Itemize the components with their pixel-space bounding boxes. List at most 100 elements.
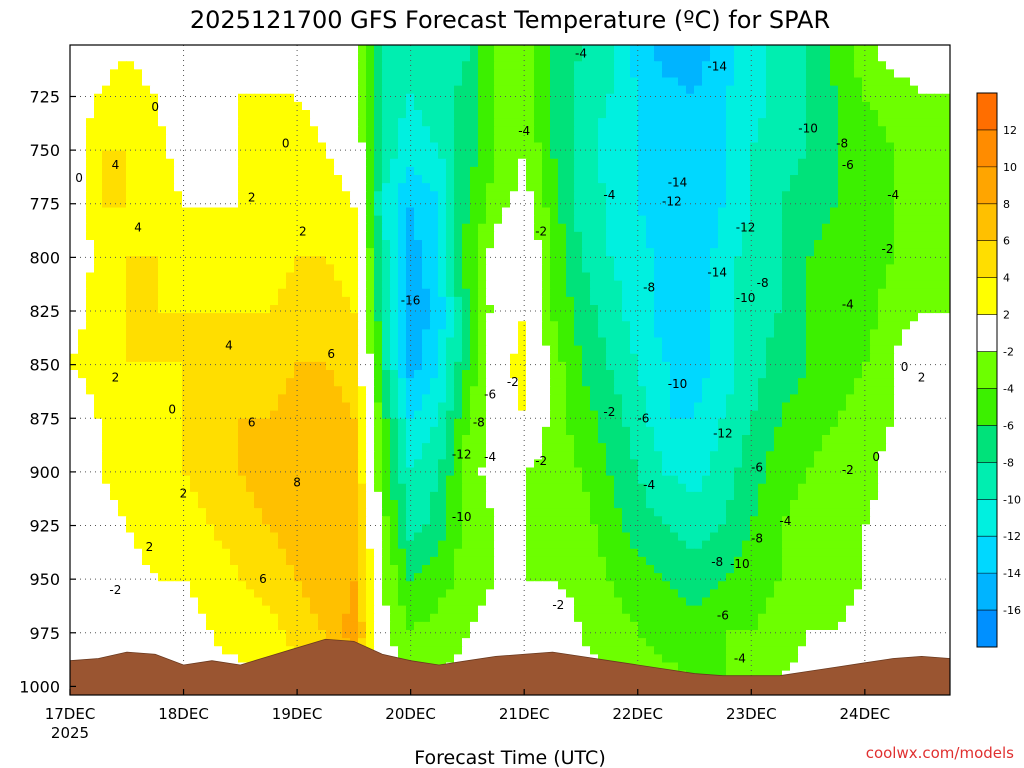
temperature-cell: [606, 231, 615, 241]
temperature-cell: [382, 248, 391, 257]
temperature-cell: [606, 45, 615, 54]
temperature-cell: [662, 386, 671, 395]
temperature-cell: [646, 256, 655, 265]
temperature-cell: [702, 93, 711, 103]
temperature-cell: [166, 305, 175, 314]
temperature-cell: [494, 394, 503, 404]
temperature-cell: [254, 85, 263, 95]
temperature-cell: [590, 386, 599, 395]
temperature-cell: [526, 69, 535, 79]
temperature-cell: [494, 101, 503, 111]
temperature-cell: [774, 240, 783, 249]
temperature-cell: [582, 134, 591, 144]
temperature-cell: [310, 231, 319, 241]
temperature-cell: [638, 77, 647, 87]
temperature-cell: [230, 142, 239, 152]
temperature-cell: [358, 256, 367, 265]
temperature-cell: [670, 280, 679, 290]
temperature-cell: [318, 61, 327, 70]
temperature-cell: [590, 93, 599, 103]
temperature-cell: [894, 361, 903, 371]
temperature-cell: [374, 378, 383, 387]
temperature-cell: [518, 296, 527, 306]
temperature-cell: [414, 215, 423, 225]
temperature-cell: [934, 183, 943, 192]
temperature-cell: [638, 256, 647, 265]
temperature-cell: [942, 191, 950, 200]
temperature-cell: [814, 77, 823, 87]
temperature-cell: [286, 110, 295, 119]
temperature-cell: [358, 272, 367, 282]
temperature-cell: [86, 272, 95, 282]
temperature-cell: [718, 142, 727, 152]
temperature-cell: [806, 305, 815, 314]
temperature-cell: [510, 248, 519, 257]
temperature-cell: [590, 191, 599, 200]
temperature-cell: [918, 353, 927, 363]
temperature-cell: [478, 215, 487, 225]
temperature-cell: [654, 386, 663, 395]
temperature-cell: [422, 231, 431, 241]
temperature-cell: [830, 231, 839, 241]
temperature-cell: [926, 313, 935, 322]
temperature-cell: [150, 256, 159, 265]
temperature-cell: [70, 345, 79, 355]
temperature-cell: [182, 215, 191, 225]
temperature-cell: [374, 142, 383, 152]
temperature-cell: [382, 288, 391, 298]
temperature-cell: [438, 321, 447, 330]
temperature-cell: [766, 386, 775, 395]
temperature-cell: [774, 85, 783, 95]
temperature-cell: [302, 158, 311, 168]
temperature-cell: [166, 166, 175, 176]
temperature-cell: [750, 134, 759, 144]
temperature-cell: [734, 345, 743, 355]
temperature-cell: [654, 110, 663, 119]
temperature-cell: [166, 53, 175, 62]
temperature-cell: [262, 337, 271, 347]
temperature-cell: [590, 378, 599, 387]
temperature-cell: [622, 142, 631, 152]
temperature-cell: [886, 394, 895, 404]
temperature-cell: [206, 353, 215, 363]
temperature-cell: [86, 361, 95, 371]
temperature-cell: [134, 248, 143, 257]
temperature-cell: [358, 215, 367, 225]
temperature-cell: [78, 305, 87, 314]
temperature-cell: [942, 313, 950, 322]
temperature-cell: [886, 378, 895, 387]
temperature-cell: [710, 353, 719, 363]
temperature-cell: [110, 231, 119, 241]
temperature-cell: [358, 288, 367, 298]
temperature-cell: [502, 394, 511, 404]
temperature-cell: [614, 296, 623, 306]
temperature-cell: [598, 394, 607, 404]
temperature-cell: [918, 296, 927, 306]
temperature-cell: [150, 150, 159, 160]
temperature-cell: [934, 126, 943, 135]
temperature-cell: [526, 305, 535, 314]
temperature-cell: [894, 191, 903, 200]
temperature-cell: [102, 240, 111, 249]
temperature-cell: [150, 101, 159, 111]
temperature-cell: [902, 329, 911, 339]
temperature-cell: [942, 93, 950, 103]
temperature-cell: [246, 329, 255, 339]
temperature-cell: [774, 207, 783, 217]
temperature-cell: [934, 93, 943, 103]
temperature-cell: [598, 378, 607, 387]
temperature-cell: [734, 85, 743, 95]
temperature-cell: [878, 272, 887, 282]
temperature-cell: [366, 353, 375, 363]
temperature-cell: [326, 296, 335, 306]
temperature-cell: [446, 402, 455, 412]
temperature-cell: [342, 118, 351, 127]
temperature-cell: [230, 53, 239, 62]
temperature-cell: [702, 183, 711, 192]
temperature-cell: [934, 353, 943, 363]
temperature-cell: [238, 321, 247, 330]
temperature-cell: [270, 410, 279, 420]
temperature-cell: [294, 110, 303, 119]
temperature-cell: [278, 69, 287, 79]
temperature-cell: [446, 77, 455, 87]
